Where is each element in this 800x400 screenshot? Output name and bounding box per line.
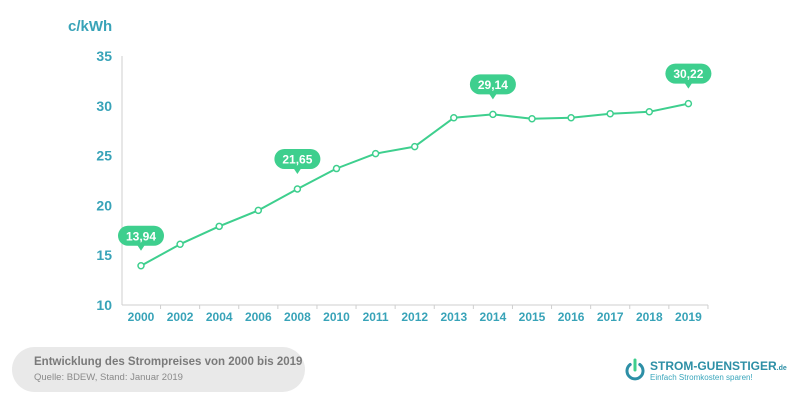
data-point: [645, 108, 654, 116]
x-tick-label: 2014: [480, 310, 507, 324]
caption-title: Entwicklung des Strompreises von 2000 bi…: [34, 356, 303, 368]
data-point: [567, 114, 575, 122]
x-tick-label: 2000: [128, 310, 155, 324]
y-tick-label: 20: [96, 197, 112, 213]
callout-pointer: [137, 244, 145, 251]
brand-slogan: Einfach Stromkosten sparen!: [650, 373, 753, 382]
callout-label: 21,65: [282, 152, 312, 166]
data-point: [528, 114, 536, 123]
series-line: [140, 102, 689, 267]
callout-bubble: [665, 63, 712, 84]
y-axis-label: c/kWh: [68, 18, 113, 35]
data-point: [293, 185, 302, 193]
callout-bubble: [118, 225, 164, 246]
callout-label: 29,14: [478, 78, 508, 92]
data-point: [371, 149, 380, 158]
chart-series: [137, 99, 693, 270]
data-point: [137, 262, 145, 270]
y-tick-label: 10: [96, 297, 112, 313]
x-tick-label: 2019: [675, 310, 702, 324]
chart-ticks: 10 15 20 25 30 35 2000 2002 2004 2006 2008 2010 2011…: [96, 48, 709, 324]
y-tick-label: 35: [96, 48, 112, 64]
y-tick-label: 25: [96, 148, 112, 164]
callout-pointer: [684, 82, 693, 89]
value-callout: 21,65: [274, 148, 321, 174]
callout-pointer: [293, 167, 302, 174]
brand-name: STROM-GUENSTIGER.de: [650, 359, 787, 373]
x-tick-label: 2015: [519, 310, 546, 324]
x-tick-label: 2010: [323, 310, 350, 324]
y-tick-label: 15: [96, 247, 112, 263]
x-tick-label: 2018: [636, 310, 663, 324]
x-tick-label: 2017: [597, 310, 624, 324]
data-point: [410, 142, 419, 151]
data-point: [215, 222, 223, 231]
data-point: [684, 99, 693, 108]
data-point: [332, 164, 341, 173]
power-icon: [625, 358, 645, 381]
callout-bubble: [274, 148, 321, 169]
data-point: [450, 114, 458, 122]
callout-label: 30,22: [673, 67, 703, 81]
price-line-chart: 10 15 20 25 30 35 2000 2002 2004 2006 2008 2010 2011…: [96, 48, 712, 324]
caption-source: Quelle: BDEW, Stand: Januar 2019: [34, 372, 183, 383]
brand-logo: STROM-GUENSTIGER.de Einfach Stromkosten …: [624, 358, 794, 388]
value-callout: 30,22: [665, 63, 712, 89]
y-tick-label: 30: [96, 98, 112, 114]
x-tick-label: 2008: [284, 310, 311, 324]
data-point: [254, 206, 263, 215]
chart-callouts: 13,94 21,65 29,14 30,22: [118, 63, 712, 251]
data-point: [606, 110, 614, 118]
x-tick-label: 2013: [440, 310, 467, 324]
data-point: [489, 110, 497, 119]
x-tick-label: 2004: [206, 310, 233, 324]
x-tick-label: 2012: [401, 310, 428, 324]
x-tick-label: 2002: [167, 310, 194, 324]
x-tick-label: 2016: [558, 310, 585, 324]
x-tick-label: 2006: [245, 310, 272, 324]
value-callout: 13,94: [118, 225, 164, 251]
x-tick-label: 2011: [363, 310, 389, 324]
chart-caption: Entwicklung des Strompreises von 2000 bi…: [12, 347, 305, 392]
data-point: [176, 240, 184, 248]
value-callout: 29,14: [469, 74, 516, 100]
chart-axes: [121, 56, 708, 306]
callout-label: 13,94: [126, 229, 156, 243]
callout-bubble: [469, 74, 516, 95]
callout-pointer: [488, 93, 497, 100]
